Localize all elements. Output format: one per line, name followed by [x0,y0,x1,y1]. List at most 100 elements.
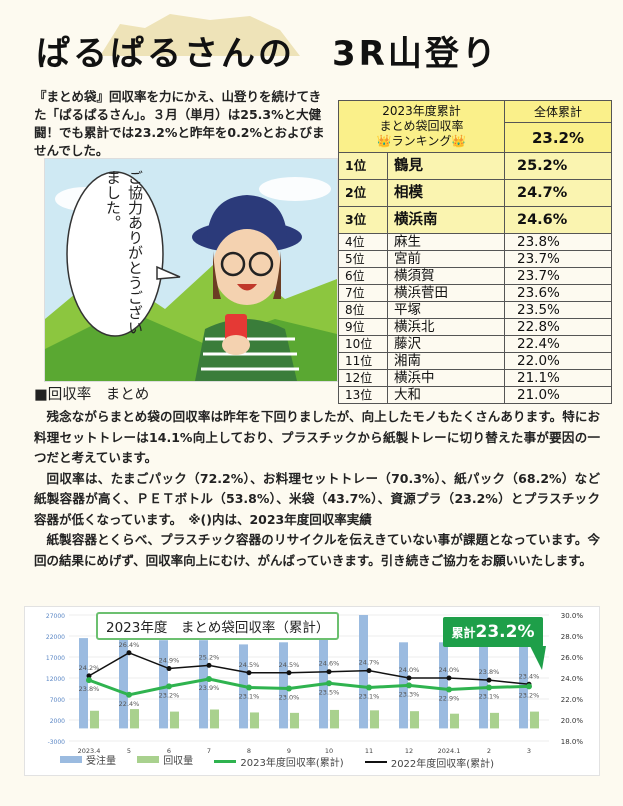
orders-bar [79,638,88,729]
right-tick-label: 26.0% [561,654,584,662]
rate-2023-point [326,680,332,687]
orders-bar [359,615,368,729]
x-tick-label: 11 [365,747,373,755]
collected-bar [530,711,539,729]
orders-bar [199,640,208,729]
rate-2023-data-label: 23.0% [279,694,300,702]
rate-2022-line [88,651,530,686]
ranking-row: 4位 麻生 23.8% [338,233,612,251]
ranking-row: 6位 横須賀 23.7% [338,267,612,285]
left-tick-label: 7000 [50,697,65,704]
paragraph: 紙製容器とくらべ、プラスチック容器のリサイクルを伝えきていない事が課題となってい… [34,532,600,568]
ranking-row: 9位 横浜北 22.8% [338,318,612,336]
rate-2022-data-label: 25.2% [199,653,220,661]
rate-2022-point [166,666,172,672]
rate-2022-data-label: 24.0% [439,666,460,674]
ranking-row: 12位 横浜中 21.1% [338,369,612,387]
rate-2023-point [486,684,492,691]
chart-legend: 受注量 回収量 2023年度回収率(累計) 2022年度回収率(累計) [60,752,580,770]
rate-2022-point [86,673,92,679]
right-tick-label: 22.0% [561,696,584,704]
rate-2023-point [86,677,92,684]
x-tick-label: 8 [247,747,251,755]
rate-2022-point [326,669,332,675]
right-tick-label: 24.0% [561,675,584,683]
ranking-header: 2023年度累計 まとめ袋回収率 👑ランキング👑 [338,100,505,153]
rate-2022-data-label: 23.4% [519,672,540,680]
rate-2023-point [446,686,452,693]
rate-2023-line [88,677,530,697]
x-tick-label: 5 [127,747,131,755]
rate-2023-data-label: 22.4% [119,700,140,708]
rate-2023-point [286,685,292,692]
x-tick-label: 10 [325,747,333,755]
rate-2022-point [446,675,452,681]
rate-2023-point [246,684,252,691]
rate-2023-point [406,682,412,689]
rate-2022-data-label: 24.9% [159,657,180,665]
left-tick-label: 17000 [46,655,65,662]
x-tick-label: 2024.1 [438,747,461,755]
total-value: 23.2% [504,122,612,153]
ranking-row: 11位 湘南 22.0% [338,352,612,370]
x-tick-label: 2023.4 [78,747,101,755]
right-tick-label: 20.0% [561,717,584,725]
collected-bar [410,711,419,729]
right-tick-label: 30.0% [561,612,584,620]
rate-2023-data-label: 23.5% [319,688,340,696]
ranking-row: 3位 横浜南 24.6% [338,206,612,234]
left-tick-label: 2000 [50,718,65,725]
rate-2023-point [366,684,372,691]
section-heading: ■回収率 まとめ [34,387,150,403]
ranking-row: 1位 鶴見 25.2% [338,152,612,180]
intro-text: 『まとめ袋』回収率を力にかえ、山登りを続けてきた「ぱるぱるさん」。３月（単月）は… [34,89,325,158]
legend-collected: 回収量 [163,756,194,767]
rate-2022-data-label: 24.5% [239,661,260,669]
collected-bar [170,711,179,729]
orders-bar [479,640,488,729]
rate-2022-data-label: 24.0% [399,666,420,674]
ranking-row: 5位 宮前 23.7% [338,250,612,268]
collected-bar [250,712,259,729]
x-tick-label: 12 [405,747,413,755]
character-illustration [44,158,338,382]
rate-2022-point [206,662,212,668]
paragraph: 残念ながらまとめ袋の回収率は昨年を下回りましたが、向上したモノもたくさんあります… [34,409,600,465]
rate-2022-data-label: 26.4% [119,641,140,649]
paragraph: 回収率は、たまごパック（72.2%）、お料理セットトレー（70.3%）、紙パック… [34,470,600,527]
collected-bar [450,713,459,729]
legend-rate-2022: 2022年度回収率(累計) [390,758,495,770]
rate-2023-data-label: 23.1% [359,692,380,700]
collected-bar [370,710,379,729]
right-tick-label: 28.0% [561,633,584,641]
left-tick-label: 22000 [46,634,65,641]
x-tick-label: 3 [527,747,531,755]
rate-2022-point [286,670,292,676]
summary-body: 残念ながらまとめ袋の回収率は昨年を下回りましたが、向上したモノもたくさんあります… [34,407,600,571]
x-tick-label: 6 [167,747,171,755]
rate-2023-data-label: 23.1% [239,692,260,700]
speech-bubble [66,171,181,337]
orders-bar [439,642,448,729]
chart-title: 2023年度 まとめ袋回収率（累計） [96,612,340,640]
cumulative-badge: 累計23.2% [443,617,543,647]
page-title: ぱるぱるさんの 3R山登り [36,34,499,74]
mountain-title-backdrop [100,14,300,56]
rate-2022-point [486,677,492,683]
rate-2023-point [526,683,532,690]
collected-bar [330,709,339,729]
orders-bar [119,615,128,729]
speech-text: ご協力ありがとうございました。 [104,170,144,335]
rate-2023-data-label: 23.2% [159,691,180,699]
ranking-row: 10位 藤沢 22.4% [338,335,612,353]
badge-pointer [530,646,546,670]
collected-bar [90,710,99,729]
total-label: 全体累計 [504,99,612,124]
rate-2023-data-label: 23.1% [479,692,500,700]
x-tick-label: 9 [287,747,291,755]
rate-2023-data-label: 23.2% [519,691,540,699]
ranking-table: 2023年度累計 まとめ袋回収率 👑ランキング👑 全体累計 23.2% 1位 鶴見… [338,99,612,404]
rate-2023-data-label: 23.8% [79,685,100,693]
x-tick-label: 2 [487,747,491,755]
recovery-rate-chart: 2700022000170001200070002000-300030.0%28… [46,612,584,755]
